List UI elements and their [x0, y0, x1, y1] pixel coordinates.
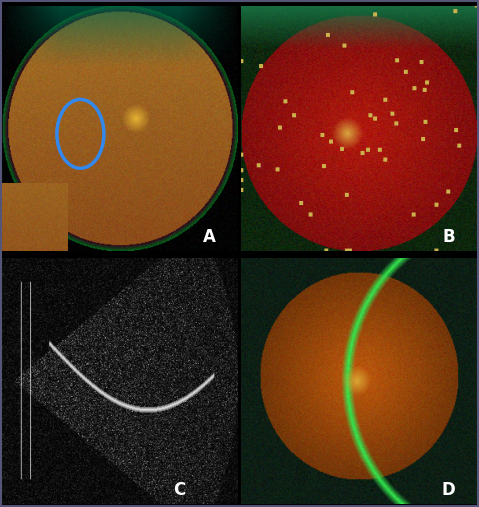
- Text: C: C: [172, 481, 185, 499]
- Text: D: D: [442, 481, 455, 499]
- Text: A: A: [203, 228, 216, 246]
- Text: B: B: [442, 228, 455, 246]
